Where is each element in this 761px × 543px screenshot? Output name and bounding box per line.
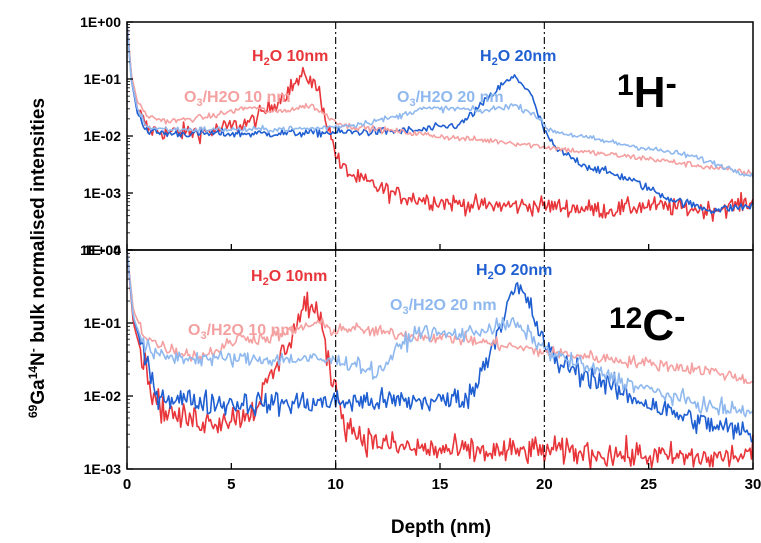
annotation-h2o-10nm: H2O 10nm [252,48,328,68]
ylabel-el1: Ga [28,379,49,405]
ion-label-12c: 12C- [609,298,685,350]
y-tick-label: 1E-01 [84,315,122,331]
ylabel-sup: - [26,348,40,352]
x-tick-label: 25 [640,476,657,493]
annotation-o3h2o-20nm: O3/H2O 20 nm [397,89,504,109]
x-tick-label: 20 [536,476,553,493]
y-tick-label: 1E+00 [80,14,121,30]
series-line-o3-h2o-20-nm [126,21,754,178]
series-line-o3-h2o-10-nm [126,21,754,176]
panel-top: 1E-04 1E-03 1E-02 1E-01 1E+00 H2O 10nm H2O 2… [80,14,754,258]
ylabel-iso2: 14 [26,366,40,380]
annotation-h2o-10nm: H2O 10nm [251,268,327,288]
x-tick-label: 0 [123,476,131,493]
series-line-h2o-20nm [126,249,754,443]
series-line-h2o-20nm [126,21,754,215]
series-line-h2o-10nm [126,249,754,470]
panel-top-y-ticks: 1E-04 1E-03 1E-02 1E-01 1E+00 [80,14,133,258]
ylabel-rest: bulk normalised intensities [28,98,49,348]
panel-top-curves [126,21,754,222]
y-tick-label: 1E-01 [84,71,122,87]
x-tick-label: 15 [432,476,449,493]
y-tick-label: 1E-04 [84,242,122,258]
series-line-o3-h2o-20-nm [126,249,754,418]
x-axis-label: Depth (nm) [391,517,491,538]
annotation-o3h2o-10nm: O3/H2O 10 nm [184,89,291,109]
y-tick-label: 1E-03 [84,185,122,201]
series-line-o3-h2o-10-nm [126,249,754,385]
annotation-h2o-20nm: H2O 20nm [476,262,552,282]
x-tick-label: 30 [745,476,761,493]
ylabel-el2: N [28,352,49,366]
y-tick-label: 1E+00 [80,242,121,258]
panel-bottom-vlines [335,250,545,469]
y-tick-label: 1E-02 [84,388,122,404]
y-tick-label: 1E-03 [84,461,122,477]
panel-top-vlines [335,22,545,250]
series-line-h2o-10nm [126,21,754,222]
y-tick-label: 1E-02 [84,128,122,144]
panel-bottom: 1E-03 1E-02 1E-01 1E+00 0 5 10 15 20 25 30 H2O 10… [80,242,761,493]
panel-bottom-x-ticks: 0 5 10 15 20 25 30 [123,463,761,493]
panel-bottom-curves [126,249,754,470]
annotation-o3h2o-20nm: O3/H2O 20 nm [390,297,497,317]
y-axis-label: 69Ga14N- bulk normalised intensities [26,98,49,418]
panel-bottom-y-ticks: 1E-03 1E-02 1E-01 1E+00 [80,242,133,477]
ion-label-1h: 1H- [617,65,677,117]
panel-bottom-frame [126,249,754,470]
x-tick-label: 5 [227,476,235,493]
annotation-o3h2o-10nm: O3/H2O 10 nm [188,322,295,342]
annotation-h2o-20nm: H2O 20nm [480,48,556,68]
ylabel-iso1: 69 [26,404,40,418]
x-tick-label: 10 [327,476,344,493]
